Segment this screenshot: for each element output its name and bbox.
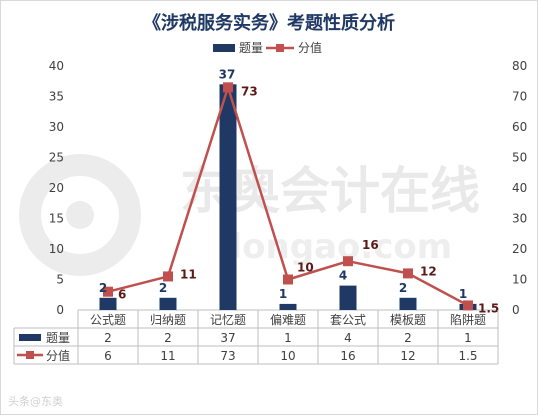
legend-line-marker — [276, 44, 284, 52]
line-series — [103, 82, 473, 311]
y-right-tick-label: 20 — [512, 242, 527, 256]
y-right-tick-label: 50 — [512, 151, 527, 165]
bar — [159, 297, 177, 310]
axes: 0 5 10 15 20 25 30 35 40 0 10 20 30 40 50 60 70 80 — [49, 59, 528, 317]
x-category-label: 记忆题 — [210, 313, 246, 327]
y-left-tick-label: 5 — [56, 273, 64, 287]
line-value-label: 11 — [180, 267, 197, 281]
x-category-label: 归纳题 — [150, 313, 186, 327]
y-left-tick-label: 20 — [49, 181, 64, 195]
bar-value-label: 2 — [159, 281, 167, 295]
bar-value-label: 2 — [399, 281, 407, 295]
y-right-tick-label: 70 — [512, 90, 527, 104]
table-bar-cell: 2 — [404, 331, 412, 345]
y-left-tick-label: 30 — [49, 120, 64, 134]
bar-value-label: 37 — [219, 67, 236, 81]
table-line-cell: 1.5 — [458, 349, 477, 363]
table-line-cell: 16 — [340, 349, 355, 363]
y-left-tick-label: 0 — [56, 303, 64, 317]
table-bar-cell: 1 — [284, 331, 292, 345]
y-right-tick-label: 40 — [512, 181, 527, 195]
legend-bar-swatch — [213, 44, 235, 52]
bar — [99, 297, 117, 310]
bar-value-label: 1 — [279, 287, 287, 301]
table-bar-cell: 1 — [464, 331, 472, 345]
table-line-cell: 11 — [160, 349, 175, 363]
bar — [279, 303, 297, 310]
y-right-tick-label: 80 — [512, 59, 527, 73]
table-bar-key — [19, 334, 41, 341]
chart-title: 《涉税服务实务》考题性质分析 — [143, 12, 395, 34]
y-right-tick-label: 0 — [512, 303, 520, 317]
line-value-label: 6 — [118, 288, 126, 302]
line-point — [163, 271, 173, 282]
watermark-logo-ring — [19, 154, 141, 276]
footer-source-text: 头条@东奥 — [8, 394, 63, 408]
x-category-label: 偏难题 — [270, 312, 306, 327]
line-point — [343, 256, 353, 267]
y-left-tick-label: 40 — [49, 59, 64, 73]
table-line-cell: 73 — [220, 349, 235, 363]
line-point — [403, 268, 413, 279]
table-bar-cell: 4 — [344, 331, 352, 345]
footer: 头条@东奥 — [8, 394, 63, 408]
line-value-label: 1.5 — [478, 301, 499, 315]
line-point — [103, 286, 113, 297]
legend-bar-label: 题量 — [239, 41, 263, 55]
legend: 题量 分值 — [213, 40, 322, 55]
line-value-label: 73 — [241, 84, 258, 98]
x-category-label: 陷阱题 — [450, 312, 486, 327]
y-left-tick-label: 25 — [49, 151, 64, 165]
table-bar-row-label: 题量 — [46, 331, 70, 345]
legend-line-label: 分值 — [298, 40, 322, 55]
line-value-label: 10 — [297, 261, 314, 275]
bar — [219, 84, 237, 310]
table-line-row-label: 分值 — [46, 348, 70, 363]
y-right-tick-label: 30 — [512, 212, 527, 226]
table-line-cell: 6 — [104, 349, 112, 363]
bar — [339, 285, 357, 310]
table-line-cell: 12 — [400, 349, 415, 363]
line-value-label: 12 — [420, 264, 437, 278]
x-category-label: 公式题 — [90, 313, 126, 327]
line-point — [283, 274, 293, 285]
bar — [399, 297, 417, 310]
watermark-url-text: dongao.com — [218, 227, 452, 267]
table-line-cell: 10 — [280, 349, 295, 363]
watermark-logo-dot — [66, 201, 94, 229]
line-value-label: 16 — [362, 238, 379, 252]
table-line-key-marker — [26, 351, 34, 359]
table-bar-cell: 2 — [104, 331, 112, 345]
bar-value-label: 1 — [459, 287, 467, 301]
bar-value-label: 2 — [99, 281, 107, 295]
x-category-label: 模板题 — [390, 313, 426, 327]
x-category-label: 套公式 — [330, 313, 366, 327]
bar-value-label: 4 — [339, 269, 347, 283]
table-bar-cell: 37 — [220, 331, 235, 345]
table-bar-cell: 2 — [164, 331, 172, 345]
y-right-tick-label: 10 — [512, 273, 527, 287]
y-left-tick-label: 35 — [49, 90, 64, 104]
y-left-tick-label: 15 — [49, 212, 64, 226]
y-left-tick-label: 10 — [49, 242, 64, 256]
line-point — [223, 82, 233, 93]
y-right-tick-label: 60 — [512, 120, 527, 134]
line-point — [463, 300, 473, 311]
